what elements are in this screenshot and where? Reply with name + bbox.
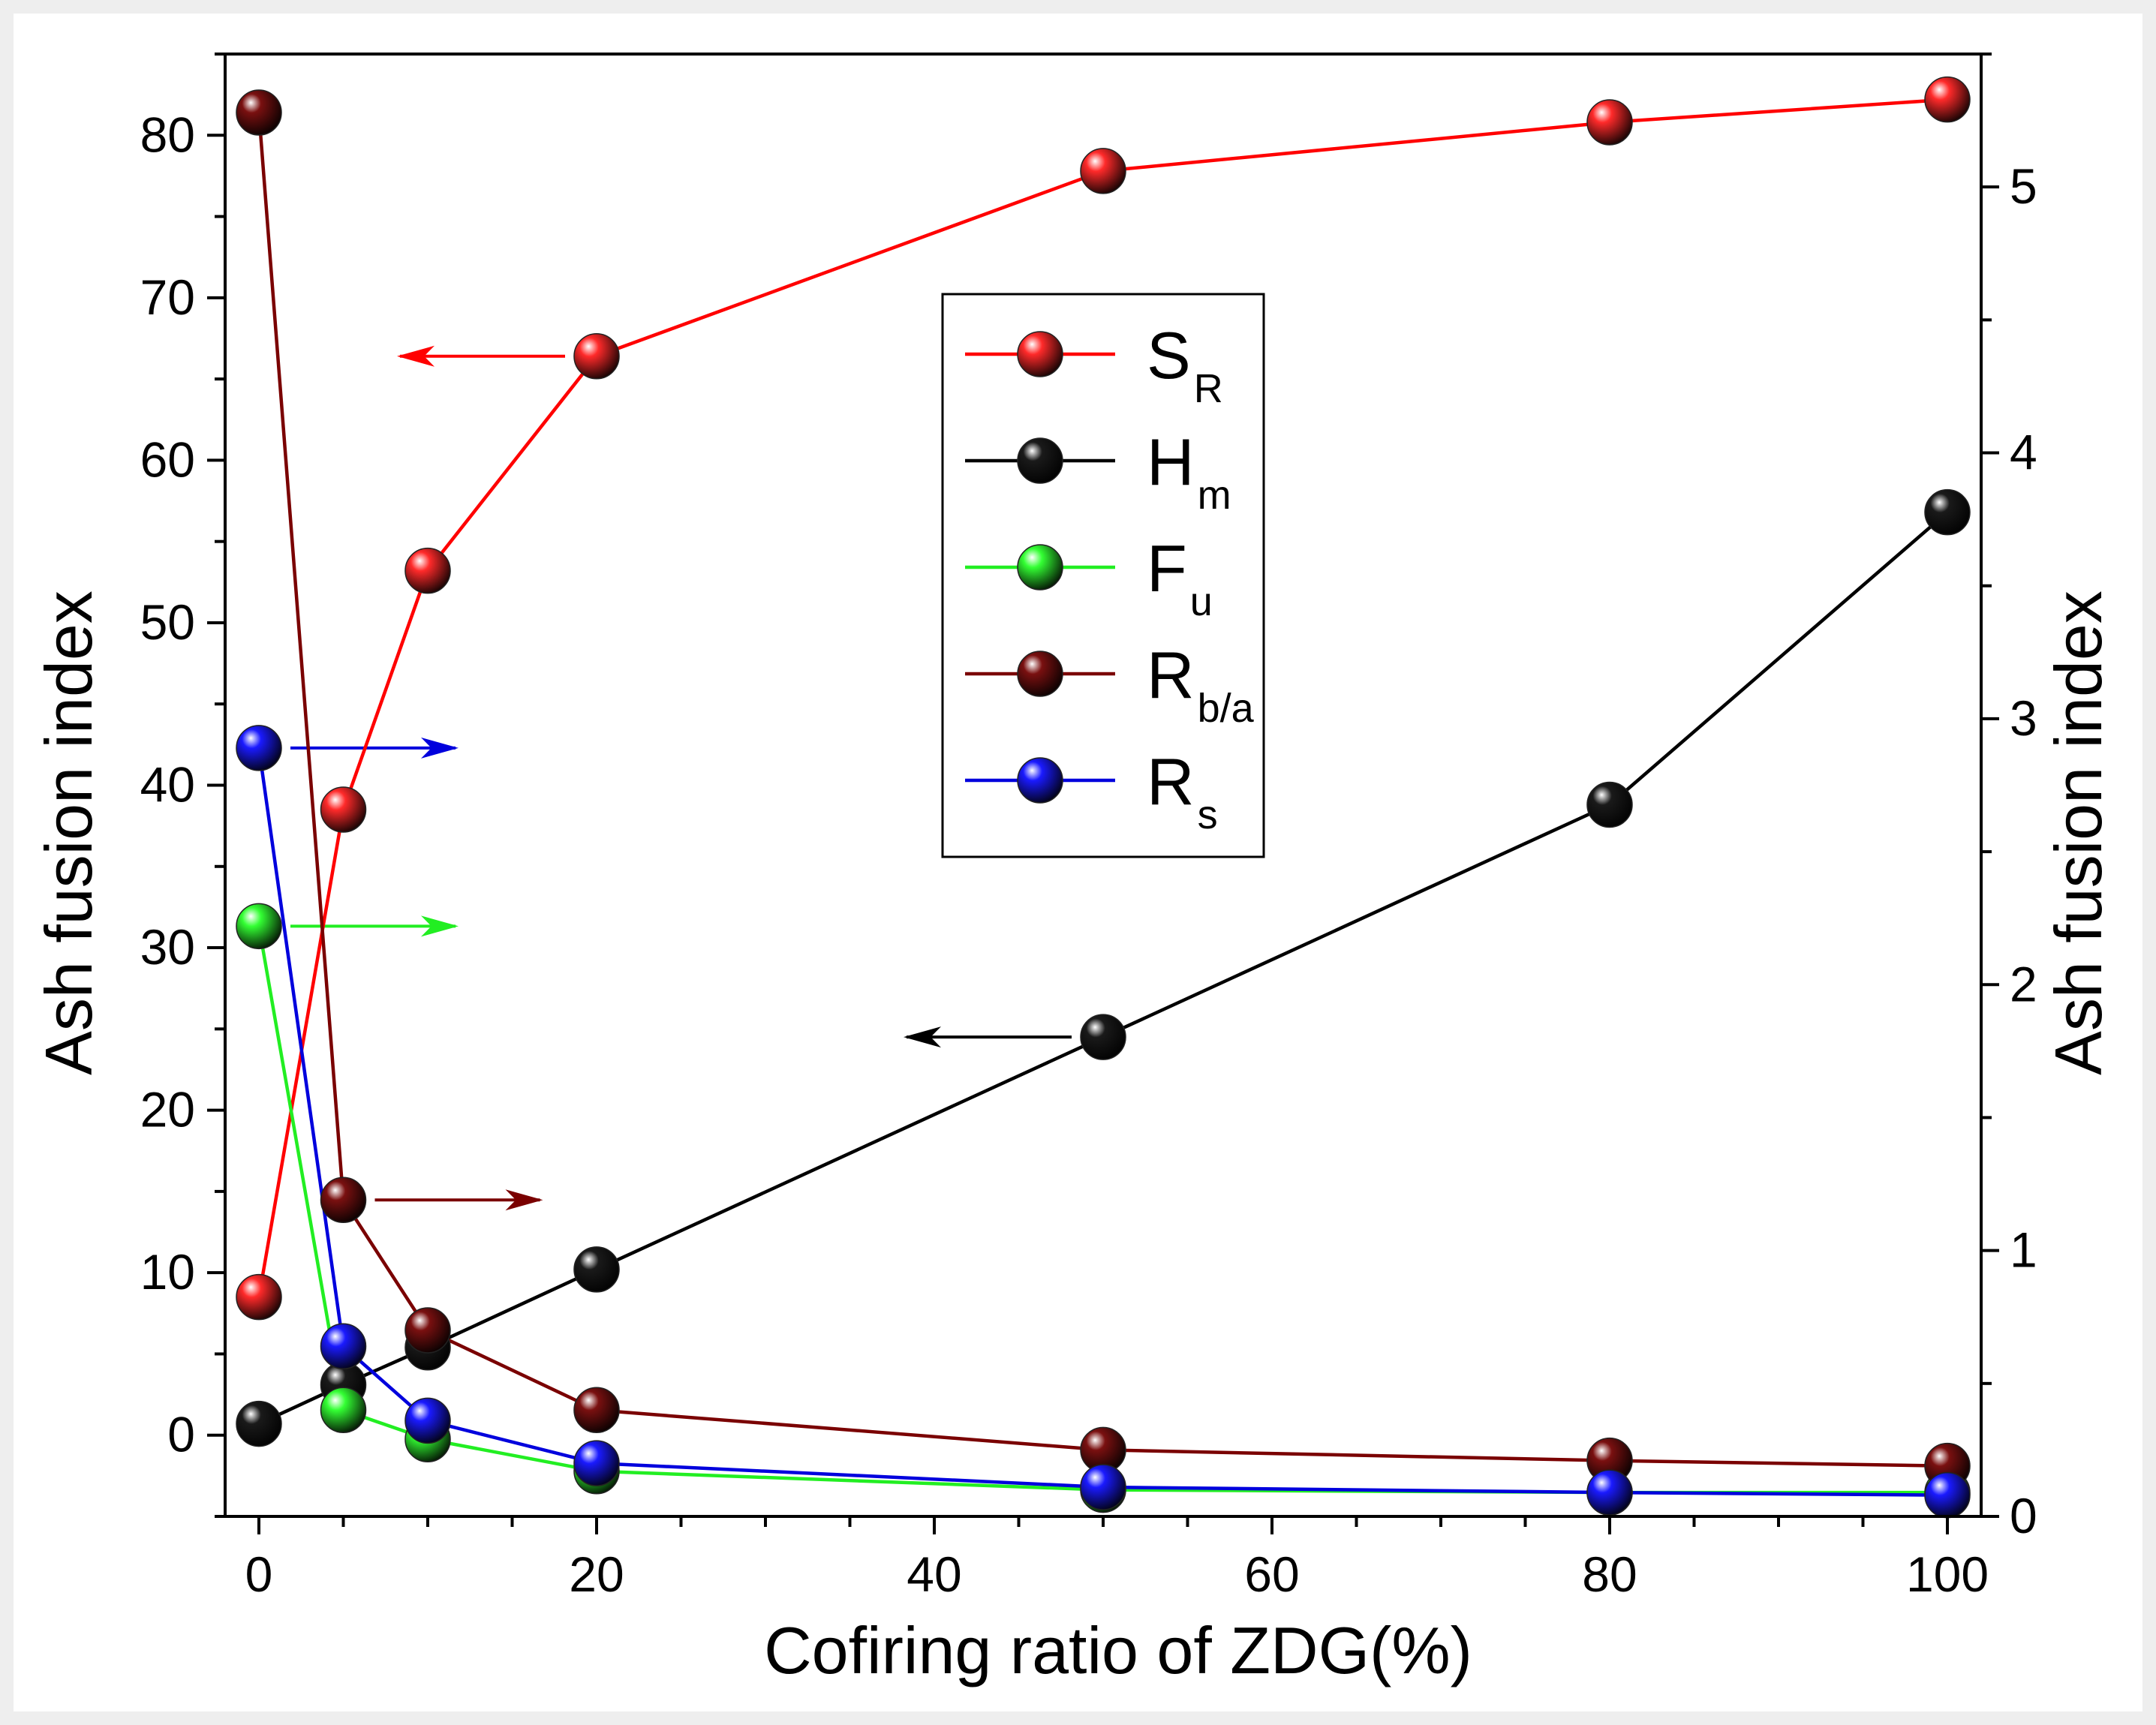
data-point-r-s	[573, 1440, 620, 1486]
data-point-s-r	[573, 333, 620, 380]
data-point-h-m	[573, 1246, 620, 1293]
y-right-tick-label: 4	[2010, 425, 2037, 480]
data-point-r-s	[1586, 1469, 1633, 1516]
annotation-arrow-head	[904, 1026, 941, 1048]
series-line-f-u	[257, 925, 1947, 1495]
annotation-arrows	[290, 345, 1072, 1211]
y-left-tick-label: 70	[140, 269, 195, 325]
y-left-tick-label: 0	[167, 1407, 195, 1462]
y-left-tick-label: 30	[140, 919, 195, 975]
y-axis-label-right: Ash fusion index	[2041, 591, 2115, 1075]
legend-marker-f-u	[1017, 544, 1063, 591]
legend-label-r-b-a: Rb/a	[1147, 638, 1255, 731]
annotation-arrow-head	[397, 345, 435, 367]
data-point-r-s	[1080, 1464, 1126, 1510]
series-markers	[236, 76, 1971, 1519]
legend-label-f-u: Fu	[1147, 531, 1213, 624]
axes: 0 20 40 60 80 100 0 10 20 30 40 50 60 70 80 0 1 2 3 4 5	[140, 53, 2037, 1602]
x-tick-label: 80	[1582, 1546, 1637, 1602]
legend-label-s-r: SR	[1147, 318, 1223, 411]
annotation-arrow-head	[505, 1189, 543, 1211]
legend-marker-r-s	[1017, 757, 1063, 804]
data-point-h-m	[236, 1400, 282, 1447]
data-point-r-s	[404, 1397, 451, 1444]
data-point-s-r	[1586, 99, 1633, 146]
y-right-tick-label: 1	[2010, 1222, 2037, 1278]
data-point-h-m	[1586, 781, 1633, 828]
data-point-f-u	[236, 903, 282, 950]
data-point-h-m	[1924, 488, 1971, 536]
annotation-arrow-head	[421, 737, 459, 759]
x-tick-label: 100	[1906, 1546, 1989, 1602]
x-tick-label: 60	[1244, 1546, 1299, 1602]
y-left-tick-label: 20	[140, 1082, 195, 1137]
legend-label-h-m: Hm	[1147, 425, 1231, 518]
y-right-tick-label: 2	[2010, 956, 2037, 1011]
data-point-s-r	[1924, 76, 1971, 123]
data-point-r-b-a	[404, 1307, 451, 1354]
series-line-r-s	[257, 747, 1948, 1497]
data-point-s-r	[1080, 148, 1126, 194]
y-left-tick-label: 40	[140, 757, 195, 813]
chart-frame: 0 20 40 60 80 100 0 10 20 30 40 50 60 70 80 0 1 2 3 4 5 SR Hm…	[14, 14, 2142, 1711]
y-left-tick-label: 80	[140, 107, 195, 162]
data-point-f-u	[320, 1387, 367, 1434]
y-axis-label-left: Ash fusion index	[32, 591, 106, 1075]
data-point-r-s	[236, 725, 282, 771]
x-axis-label: Cofiring ratio of ZDG(%)	[764, 1613, 1472, 1687]
y-right-tick-label: 3	[2010, 690, 2037, 746]
data-point-r-s	[1924, 1471, 1971, 1519]
y-right-tick-label: 0	[2010, 1488, 2037, 1543]
data-point-r-b-a	[320, 1177, 367, 1224]
data-point-s-r	[404, 547, 451, 594]
legend-box	[941, 293, 1265, 858]
legend-marker-s-r	[1017, 331, 1063, 377]
data-point-r-s	[320, 1323, 367, 1369]
y-left-tick-label: 50	[140, 594, 195, 650]
legend-label-r-s: Rs	[1147, 744, 1218, 837]
chart-svg: 0 20 40 60 80 100 0 10 20 30 40 50 60 70 80 0 1 2 3 4 5 SR Hm…	[32, 53, 2115, 1687]
y-right-tick-label: 5	[2010, 158, 2037, 214]
y-left-tick-label: 60	[140, 431, 195, 487]
legend-marker-r-b-a	[1017, 651, 1063, 697]
data-point-s-r	[320, 786, 367, 833]
y-left-tick-label: 10	[140, 1244, 195, 1300]
x-tick-label: 0	[245, 1546, 273, 1602]
data-point-h-m	[1080, 1014, 1126, 1060]
data-point-s-r	[236, 1273, 282, 1321]
x-tick-label: 20	[569, 1546, 624, 1602]
legend: SR Hm Fu Rb/a Rs	[941, 293, 1265, 858]
x-tick-label: 40	[907, 1546, 961, 1602]
annotation-arrow-head	[421, 915, 459, 937]
legend-marker-h-m	[1017, 437, 1063, 484]
data-point-r-b-a	[236, 89, 282, 136]
data-point-r-b-a	[573, 1387, 620, 1434]
